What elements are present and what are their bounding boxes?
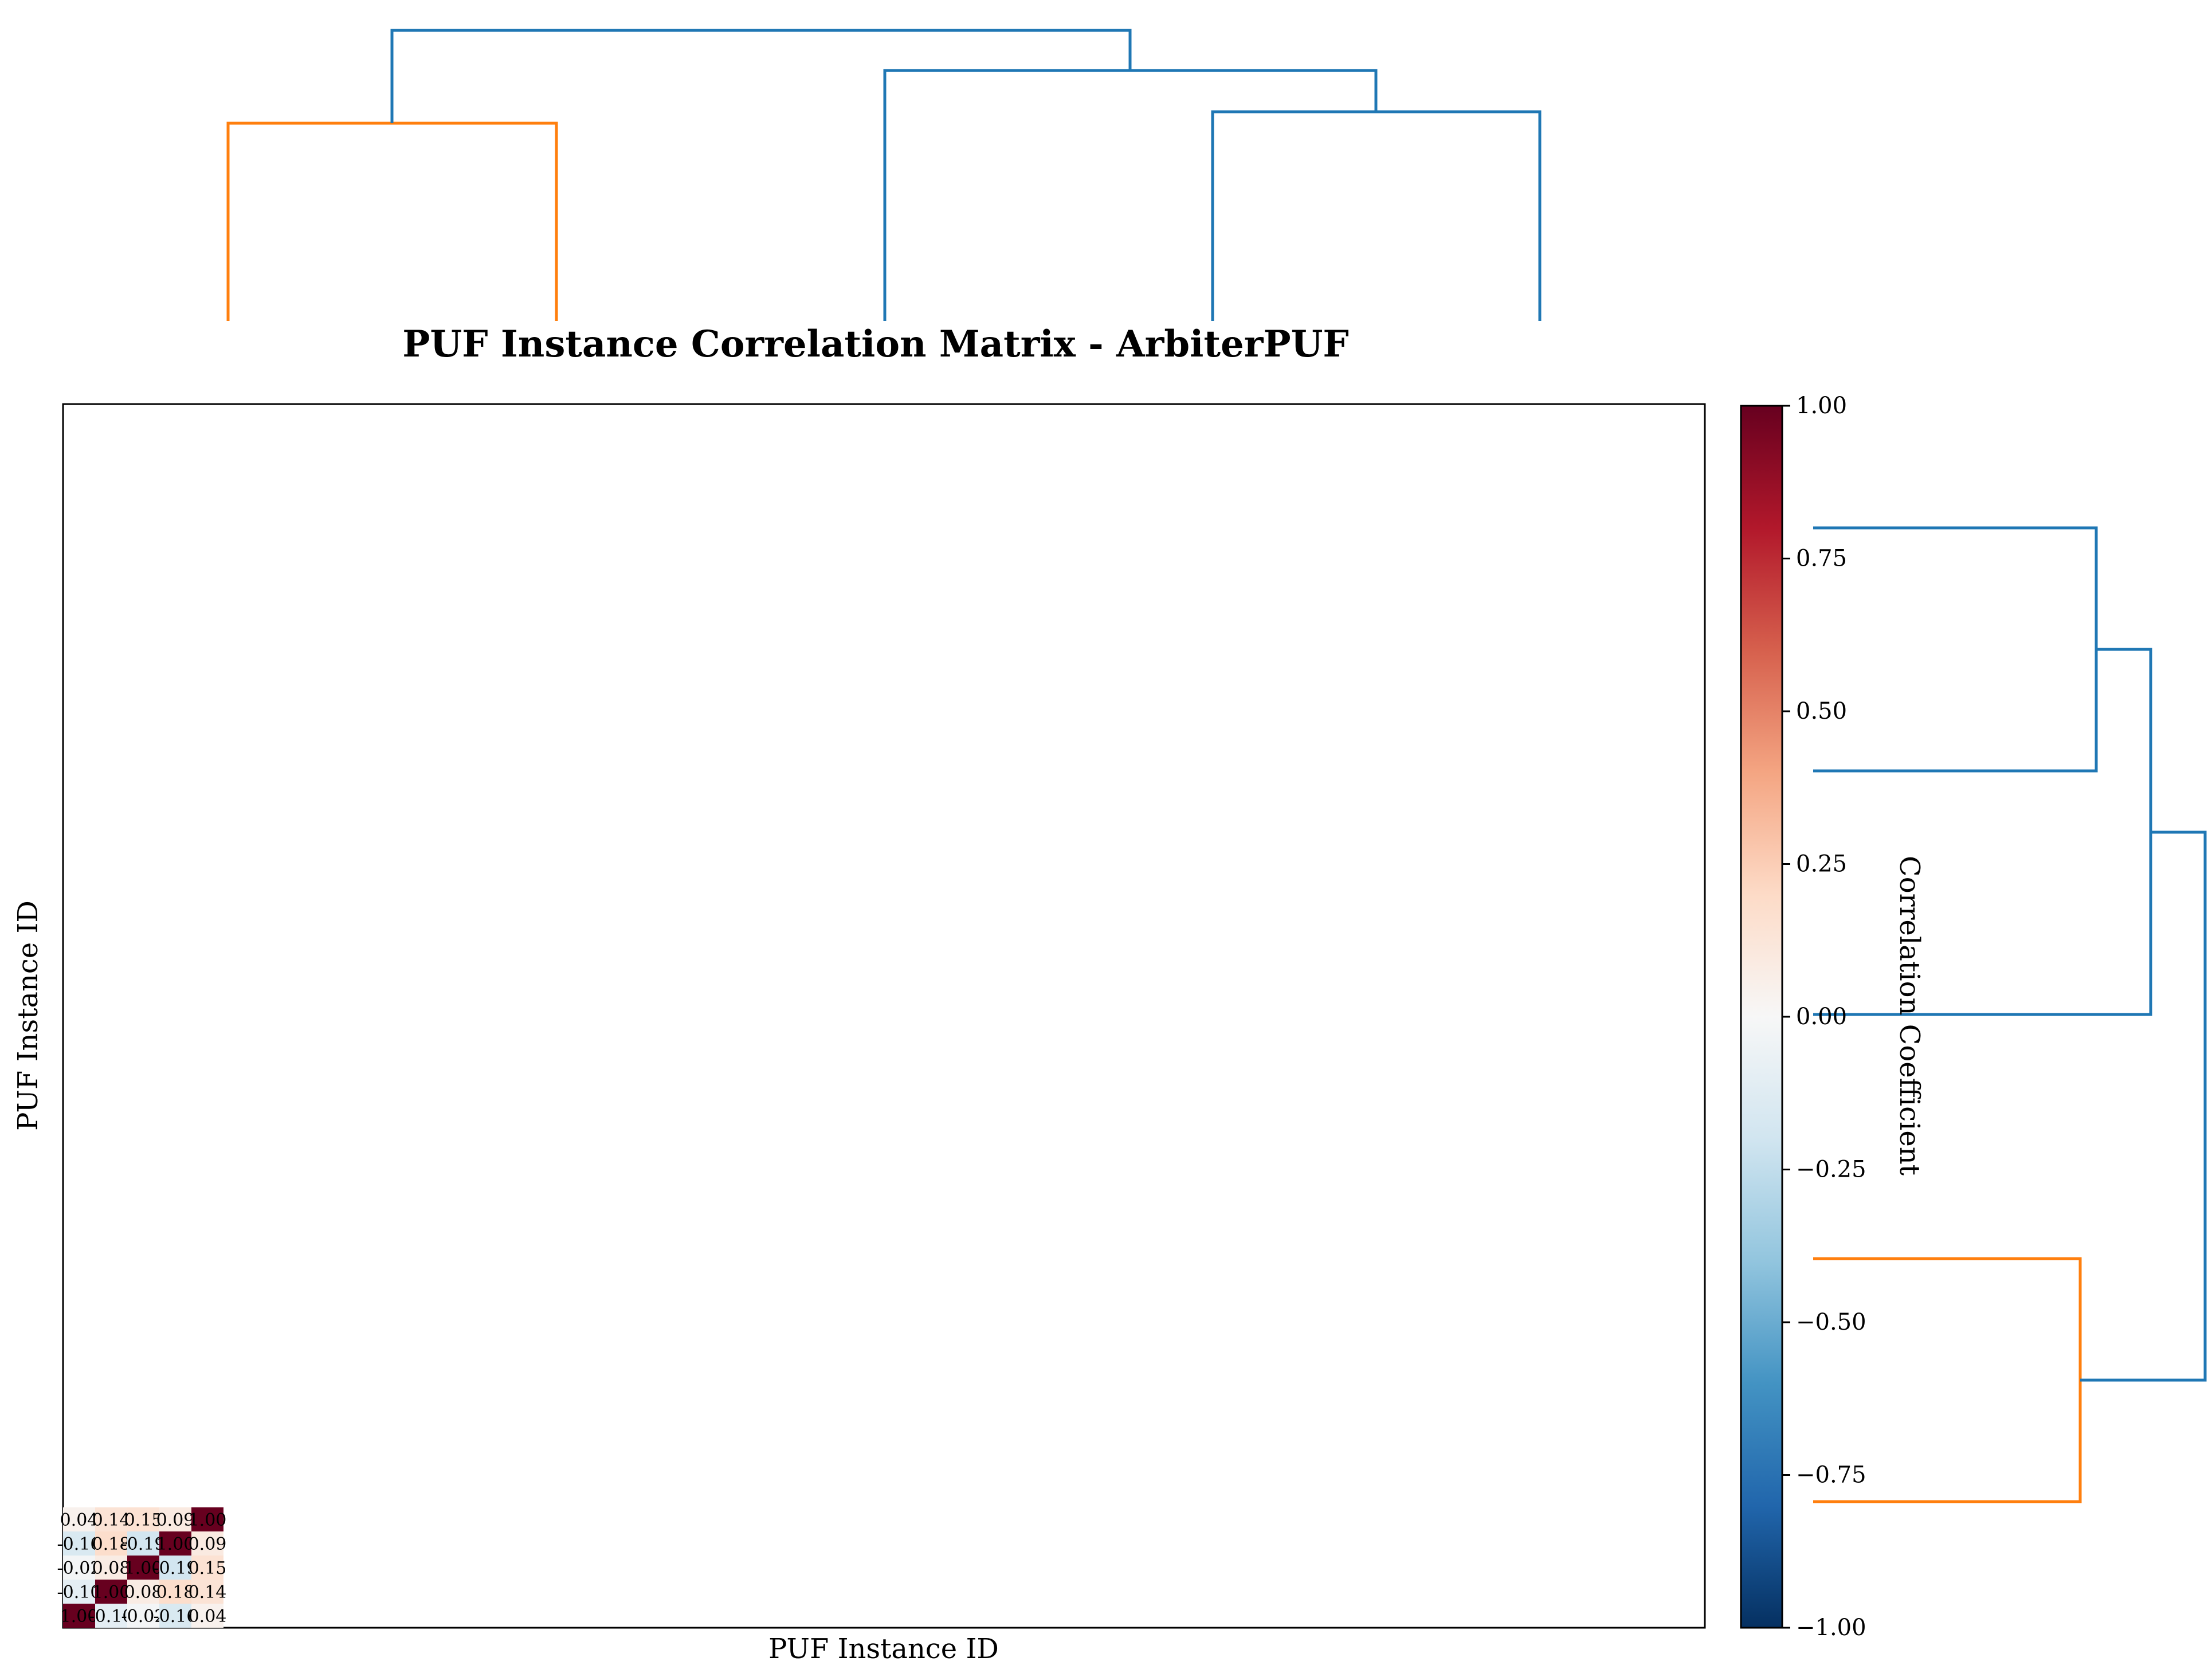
cell-value-label: 0.08 bbox=[124, 1582, 163, 1603]
heatmap-cell-0-3 bbox=[159, 1604, 191, 1628]
column-dendrogram bbox=[226, 29, 1542, 321]
heatmap-cell-3-1 bbox=[95, 1531, 127, 1556]
cell-value-label: -0.02 bbox=[57, 1558, 101, 1578]
cell-value-label: -0.19 bbox=[154, 1558, 198, 1578]
heatmap-cell-1-0 bbox=[63, 1580, 95, 1604]
heatmap-cell-0-1 bbox=[95, 1604, 127, 1628]
cell-value-label: 0.09 bbox=[156, 1510, 195, 1530]
colorbar-tick-label: 0.25 bbox=[1796, 851, 1847, 877]
cell-value-label: -0.19 bbox=[121, 1534, 166, 1554]
cell-value-label: 0.14 bbox=[92, 1510, 131, 1530]
heatmap-cell-2-0 bbox=[63, 1556, 95, 1580]
cell-value-label: 0.15 bbox=[189, 1558, 227, 1578]
cell-value-label: 0.04 bbox=[60, 1510, 99, 1530]
colorbar-tick-label: 0.50 bbox=[1796, 698, 1847, 724]
cell-value-label: 0.09 bbox=[189, 1534, 227, 1554]
cell-value-label: 1.00 bbox=[60, 1607, 99, 1627]
heatmap-cell-4-1 bbox=[95, 1507, 127, 1531]
plot-area bbox=[62, 403, 1706, 1629]
heatmap-cell-2-2 bbox=[127, 1556, 159, 1580]
heatmap-cell-0-2 bbox=[127, 1604, 159, 1628]
colorbar-tick-label: −0.75 bbox=[1796, 1462, 1866, 1488]
heatmap-cell-3-0 bbox=[63, 1531, 95, 1556]
cell-value-label: -0.10 bbox=[57, 1582, 101, 1603]
dendrogram-link bbox=[390, 29, 1132, 123]
heatmap-cell-2-3 bbox=[159, 1556, 191, 1580]
dendrogram-link bbox=[1813, 648, 2152, 1016]
dendrogram-link bbox=[2080, 830, 2207, 1382]
x-axis-label: PUF Instance ID bbox=[768, 1633, 999, 1665]
dendrogram-link bbox=[883, 69, 1378, 321]
heatmap: 1.00-0.10-0.02-0.160.04-0.101.000.080.18… bbox=[57, 403, 1706, 1629]
colorbar-tick-label: −0.50 bbox=[1796, 1309, 1866, 1335]
chart-title: PUF Instance Correlation Matrix - Arbite… bbox=[402, 323, 1349, 366]
colorbar-tick-label: −0.25 bbox=[1796, 1157, 1866, 1183]
heatmap-cell-4-2 bbox=[127, 1507, 159, 1531]
colorbar-label: Correlation Coefficient bbox=[1893, 856, 1925, 1176]
cell-value-label: 1.00 bbox=[92, 1582, 131, 1603]
colorbar-tick-label: 0.00 bbox=[1796, 1004, 1847, 1030]
heatmap-cell-3-2 bbox=[127, 1531, 159, 1556]
heatmap-cell-4-4 bbox=[191, 1507, 223, 1531]
colorbar-tick-label: −1.00 bbox=[1796, 1615, 1866, 1641]
cell-value-label: 1.00 bbox=[124, 1558, 163, 1578]
heatmap-cell-2-4 bbox=[191, 1556, 223, 1580]
heatmap-cell-3-3 bbox=[159, 1531, 191, 1556]
dendrogram-link bbox=[1813, 526, 2098, 773]
dendrogram-link bbox=[226, 122, 558, 321]
heatmap-cell-3-4 bbox=[191, 1531, 223, 1556]
y-axis-label: PUF Instance ID bbox=[12, 900, 44, 1131]
cell-value-label: 1.00 bbox=[156, 1534, 195, 1554]
cell-value-label: -0.02 bbox=[121, 1607, 166, 1627]
cell-value-label: 0.18 bbox=[92, 1534, 131, 1554]
heatmap-cell-4-0 bbox=[63, 1507, 95, 1531]
cell-value-label: 1.00 bbox=[189, 1510, 227, 1530]
heatmap-cell-0-4 bbox=[191, 1604, 223, 1628]
cell-value-label: 0.08 bbox=[92, 1558, 131, 1578]
heatmap-cell-1-2 bbox=[127, 1580, 159, 1604]
cell-value-label: -0.16 bbox=[154, 1607, 198, 1627]
cell-value-label: 0.18 bbox=[156, 1582, 195, 1603]
colorbar-gradient bbox=[1740, 405, 1783, 1629]
dendrogram-link bbox=[1211, 110, 1542, 321]
cell-value-label: 0.15 bbox=[124, 1510, 163, 1530]
heatmap-cell-2-1 bbox=[95, 1556, 127, 1580]
cell-value-label: -0.16 bbox=[57, 1534, 101, 1554]
heatmap-cell-4-3 bbox=[159, 1507, 191, 1531]
colorbar: 1.00 0.75 0.50 0.25 0.00 −0.25 −0.50 −0.75 −1.00… bbox=[1740, 393, 1925, 1641]
heatmap-cell-1-3 bbox=[159, 1580, 191, 1604]
heatmap-cell-0-0 bbox=[63, 1604, 95, 1628]
cell-value-label: 0.04 bbox=[189, 1607, 227, 1627]
heatmap-cell-1-4 bbox=[191, 1580, 223, 1604]
heatmap-cell-1-1 bbox=[95, 1580, 127, 1604]
colorbar-tick-label: 1.00 bbox=[1796, 393, 1847, 419]
cell-value-label: -0.10 bbox=[89, 1607, 134, 1627]
cell-value-label: 0.14 bbox=[189, 1582, 227, 1603]
colorbar-tick-label: 0.75 bbox=[1796, 546, 1847, 572]
row-dendrogram bbox=[1813, 526, 2207, 1503]
